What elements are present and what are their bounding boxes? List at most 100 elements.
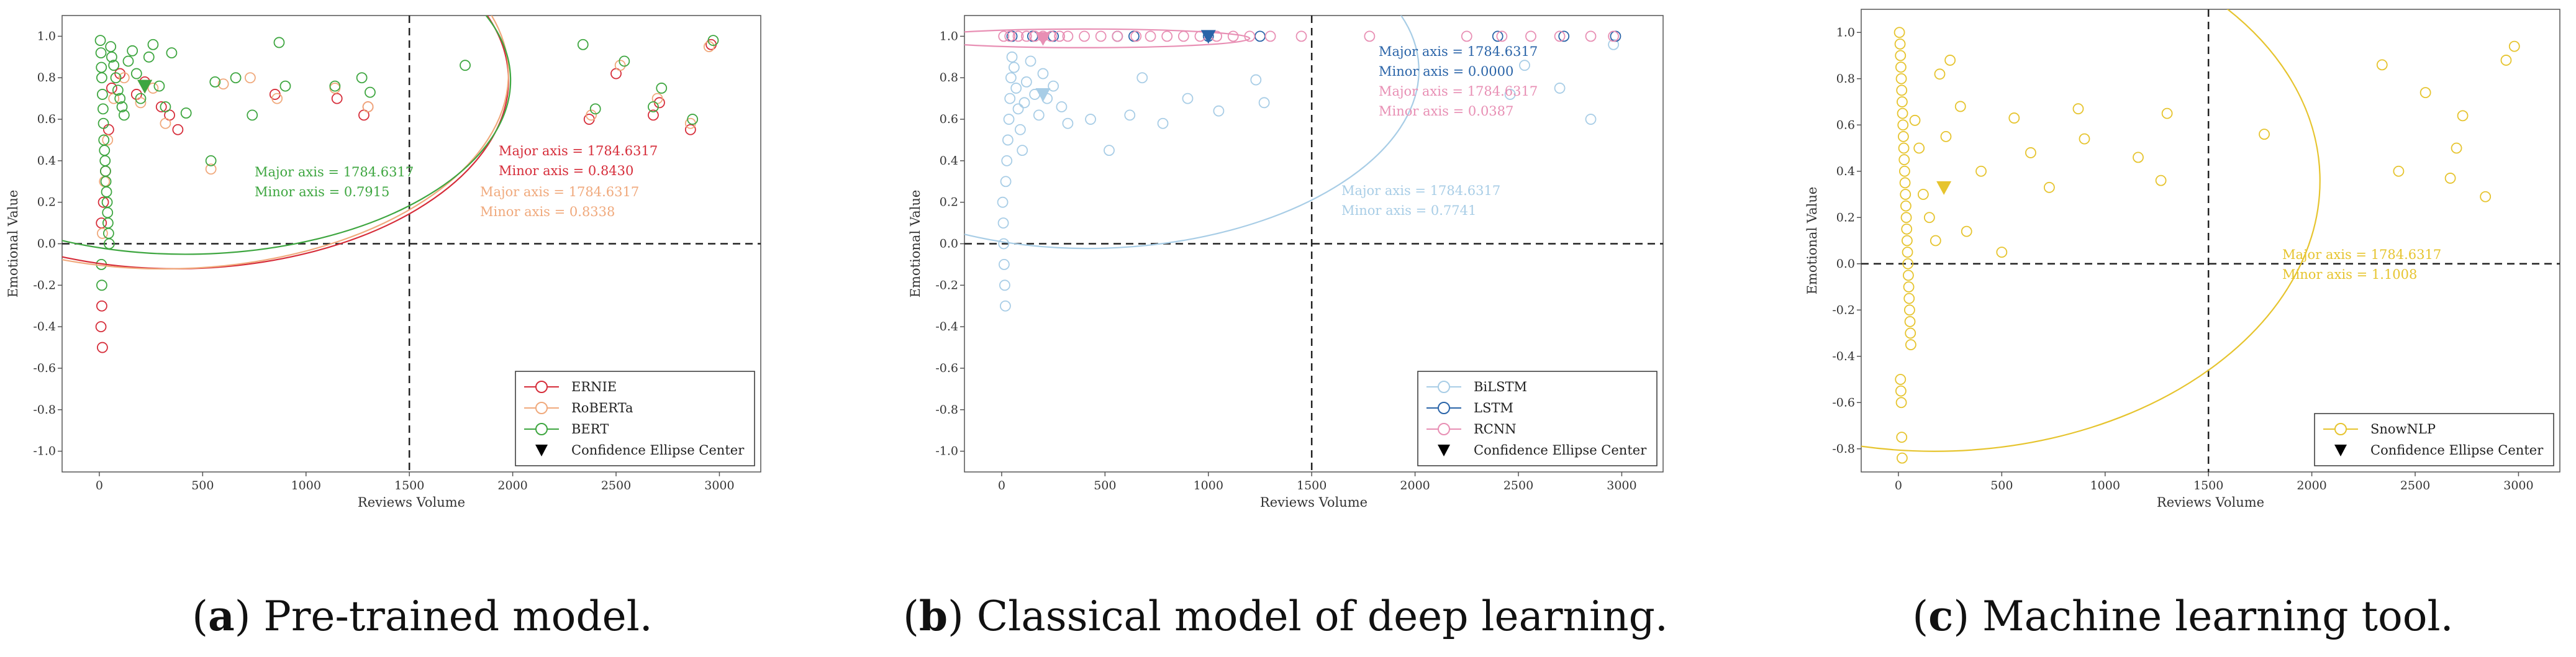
data-point-bert (180, 107, 192, 119)
data-point-snownlp (1909, 114, 1921, 126)
data-point-rcnn (1177, 30, 1189, 42)
legend-label-roberta: RoBERTa (571, 401, 633, 415)
data-point-snownlp (2133, 152, 2144, 163)
y-tick-label: 1.0 (1836, 25, 1855, 39)
data-point-snownlp (1903, 281, 1915, 292)
data-point-bert (108, 60, 120, 71)
data-point-bert (589, 103, 601, 115)
y-tick-label: 0.6 (940, 112, 958, 126)
data-point-snownlp (1896, 84, 1908, 96)
legend-label-confidence-ellipse-center: Confidence Ellipse Center (2370, 443, 2544, 458)
data-point-snownlp (1899, 177, 1911, 189)
data-point-snownlp (1900, 189, 1912, 200)
data-point-bert (230, 72, 242, 84)
data-point-bert (95, 47, 107, 59)
data-point-snownlp (1905, 339, 1916, 351)
data-point-bilstm (1213, 105, 1225, 117)
data-point-bert (209, 76, 221, 88)
data-point-roberta (97, 227, 108, 239)
chart-panel-b: 0 500 1000 1500 2000 2500 3000 -1.0 -0.8 -0.6 -0.4… (908, 15, 1664, 510)
data-point-bert (96, 72, 107, 84)
data-point-roberta (271, 93, 283, 104)
confidence-ellipse-snownlp (1861, 9, 2321, 452)
data-point-rcnn (1054, 30, 1066, 42)
caption-b: (b) Classical model of deep learning. (903, 592, 1668, 640)
data-point-snownlp (1944, 55, 1956, 66)
data-point-bert (102, 217, 114, 229)
data-point-rcnn (1004, 30, 1016, 42)
x-tick-label: 2500 (2400, 479, 2430, 492)
legend-label-confidence-ellipse-center: Confidence Ellipse Center (1474, 443, 1647, 458)
ellipse-center-marker-bilstm (1035, 88, 1051, 102)
x-tick-label: 1000 (1194, 479, 1223, 492)
data-point-bilstm (1001, 155, 1013, 166)
data-point-bert (153, 80, 165, 92)
data-point-snownlp (1903, 292, 1915, 304)
data-point-snownlp (1897, 107, 1908, 119)
legend-marker-roberta (535, 402, 548, 414)
legend-label-bilstm: BiLSTM (1474, 379, 1527, 394)
data-point-bert (329, 80, 341, 92)
legend-marker-bilstm (1438, 381, 1450, 393)
data-point-bert (135, 93, 147, 104)
minor-axis-annotation-bert: Minor axis = 0.7915 (255, 184, 389, 199)
legend-label-rcnn: RCNN (1474, 422, 1517, 437)
data-point-snownlp (1895, 397, 1907, 409)
data-point-bilstm (1020, 76, 1032, 88)
data-point-snownlp (2480, 191, 2492, 202)
y-tick-label: 0.0 (1836, 257, 1855, 271)
data-point-snownlp (1896, 432, 1908, 443)
caption-c-text: Machine learning tool. (1969, 592, 2454, 640)
legend: SnowNLP Confidence Ellipse Center (2314, 413, 2554, 466)
legend-marker-snownlp (2334, 423, 2347, 435)
data-point-snownlp (1895, 374, 1907, 385)
data-point-bilstm (1085, 114, 1096, 125)
data-point-bilstm (998, 238, 1010, 250)
data-point-rcnn (1461, 30, 1472, 42)
data-point-bert (577, 39, 589, 50)
y-tick-label: -0.4 (935, 320, 958, 333)
data-point-bilstm (1000, 300, 1011, 312)
data-point-roberta (118, 72, 130, 84)
data-point-snownlp (2008, 112, 2020, 124)
data-point-snownlp (2457, 110, 2469, 122)
major-axis-annotation-lstm: Major axis = 1784.6317 (1379, 44, 1538, 59)
y-tick-label: 1.0 (940, 29, 958, 43)
data-point-snownlp (1897, 452, 1908, 464)
data-point-roberta (217, 78, 229, 90)
data-point-bert (166, 47, 178, 59)
plot-area (62, 16, 761, 472)
data-point-snownlp (1901, 235, 1913, 247)
data-point-snownlp (1893, 27, 1905, 39)
data-point-snownlp (1900, 212, 1912, 224)
y-tick-label: -0.2 (935, 278, 958, 292)
minor-axis-annotation-rcnn: Minor axis = 0.0387 (1379, 104, 1513, 119)
data-point-bilstm (1014, 124, 1026, 135)
data-point-snownlp (1897, 96, 1908, 107)
data-point-bert (99, 165, 111, 177)
data-point-bilstm (997, 217, 1009, 229)
data-point-bilstm (1504, 89, 1516, 100)
data-point-lstm (1492, 30, 1503, 42)
data-point-bilstm (1182, 93, 1194, 104)
y-tick-label: 0.6 (37, 112, 56, 126)
data-point-snownlp (2500, 55, 2512, 66)
ellipse-center-marker-bert (137, 79, 153, 94)
data-point-bilstm (1003, 114, 1015, 125)
data-point-roberta (362, 101, 374, 112)
plot-area (964, 16, 1663, 472)
data-point-snownlp (1894, 38, 1906, 50)
data-point-roberta (102, 134, 114, 146)
data-point-rcnn (1112, 30, 1123, 42)
confidence-ellipse-roberta (62, 16, 509, 270)
data-point-bilstm (997, 196, 1009, 208)
data-point-bilstm (1124, 109, 1136, 121)
y-tick-label: -1.0 (935, 445, 958, 458)
chart-panel-a: 0 500 1000 1500 2000 2500 3000 -1.0 -0.8 -0.6 -0.4… (6, 15, 761, 510)
data-point-bilstm (1017, 145, 1028, 156)
data-point-snownlp (2259, 129, 2270, 140)
legend: ERNIE RoBERTa BERT Confidence Ellipse Cente… (515, 371, 755, 466)
data-point-rcnn (1496, 30, 1508, 42)
data-point-snownlp (2376, 59, 2388, 71)
data-point-snownlp (1902, 270, 1914, 281)
